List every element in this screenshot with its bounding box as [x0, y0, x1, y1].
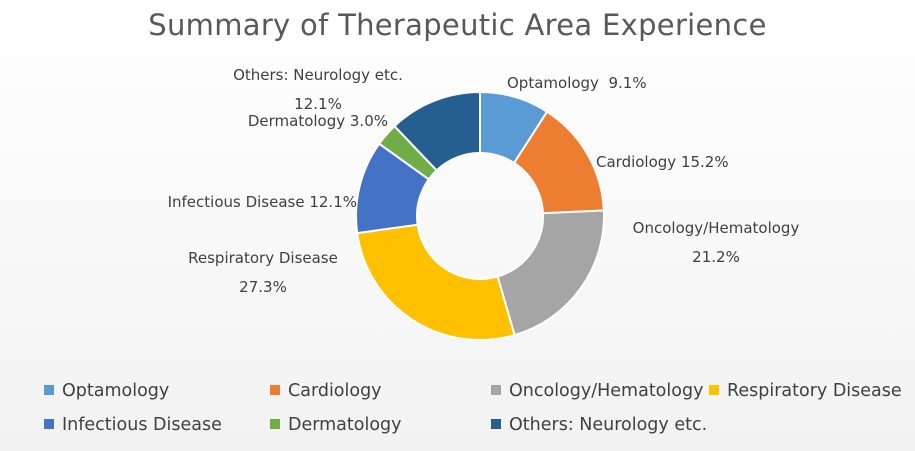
legend-swatch: [491, 385, 501, 395]
legend-item: Dermatology: [270, 415, 402, 435]
legend-label: Others: Neurology etc.: [509, 415, 708, 435]
legend-item: Oncology/Hematology: [491, 381, 703, 401]
legend-item: Others: Neurology etc.: [491, 415, 707, 435]
legend-row: Infectious Disease Dermatology Others: Neu…: [44, 415, 904, 449]
data-label: Infectious Disease 12.1%: [168, 193, 357, 211]
legend-swatch: [709, 385, 719, 395]
slice-oncology-hematology: [496, 209, 605, 337]
data-label: Respiratory Disease: [188, 249, 338, 267]
legend-item: Infectious Disease: [44, 415, 222, 435]
legend-row: Optamology Cardiology Oncology/Hematology R…: [44, 381, 904, 415]
slice-respiratory-disease: [356, 223, 516, 341]
legend-item: Respiratory Disease: [709, 381, 902, 401]
data-label: Cardiology 15.2%: [596, 153, 729, 171]
legend-label: Infectious Disease: [62, 415, 222, 435]
legend-label: Dermatology: [288, 415, 402, 435]
legend-item: Cardiology: [270, 381, 382, 401]
legend-label: Optamology: [62, 381, 170, 401]
data-label: 21.2%: [692, 248, 740, 266]
slices-group: [355, 90, 605, 341]
legend: Optamology Cardiology Oncology/Hematology R…: [44, 381, 904, 449]
legend-label: Respiratory Disease: [727, 381, 902, 401]
data-label: Oncology/Hematology: [633, 219, 800, 237]
chart-title: Summary of Therapeutic Area Experience: [148, 8, 767, 42]
data-label: Others: Neurology etc.: [233, 66, 403, 84]
legend-swatch: [270, 419, 280, 429]
legend-item: Optamology: [44, 381, 169, 401]
data-label: 27.3%: [239, 278, 287, 296]
legend-swatch: [44, 419, 54, 429]
legend-swatch: [270, 385, 280, 395]
data-label: Dermatology 3.0%: [248, 112, 388, 130]
slice-others-neurology-etc: [393, 90, 481, 172]
legend-swatch: [491, 419, 501, 429]
data-label: Optamology 9.1%: [507, 74, 647, 92]
labels-group: Optamology 9.1% Cardiology 15.2% Oncology/…: [168, 66, 800, 296]
legend-swatch: [44, 385, 54, 395]
legend-label: Oncology/Hematology: [509, 381, 704, 401]
legend-label: Cardiology: [288, 381, 382, 401]
data-label: 12.1%: [294, 95, 342, 113]
